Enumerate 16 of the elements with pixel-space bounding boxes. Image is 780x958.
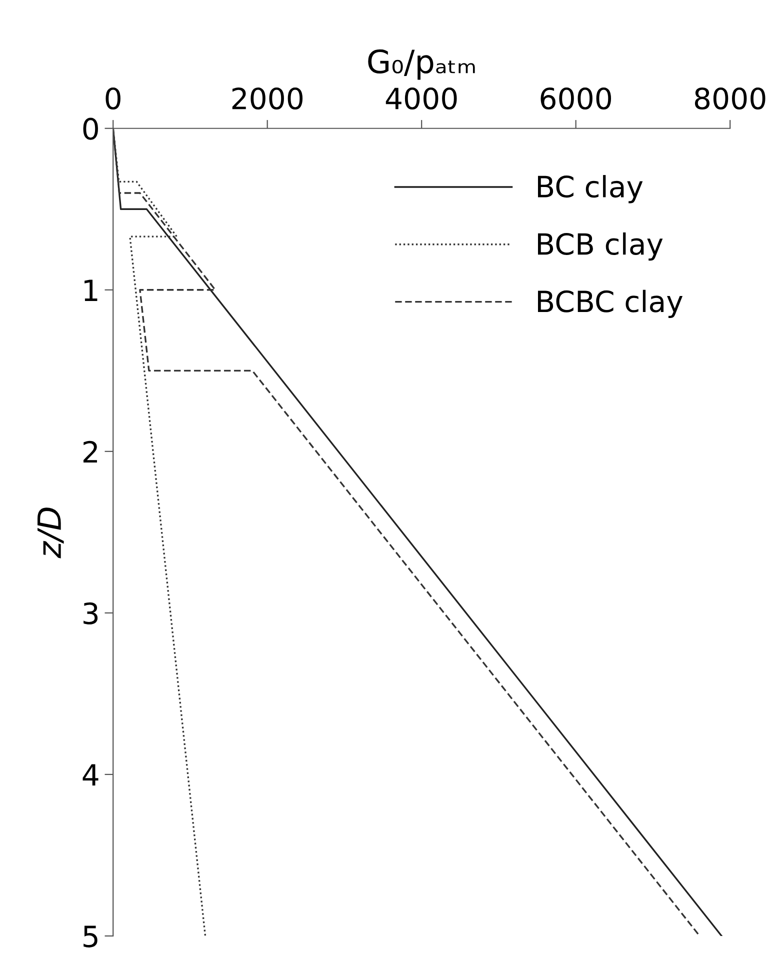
y-tick-label: 1	[84, 280, 98, 301]
y-axis-title: z/D	[38, 508, 64, 558]
x-tick-label: 2000	[232, 87, 303, 110]
x-tick-label: 8000	[694, 87, 766, 110]
y-tick-label: 2	[83, 440, 97, 462]
x-tick-label: 4000	[386, 87, 457, 110]
legend-label: BC clay	[538, 175, 643, 204]
y-tick-label: 4	[82, 764, 98, 786]
y-tick-label: 5	[84, 926, 98, 948]
legend-label: BCBC clay	[538, 290, 683, 318]
y-tick-label: 0	[83, 118, 98, 140]
y-tick-label: 3	[84, 602, 98, 624]
x-tick-label: 6000	[540, 87, 612, 110]
x-tick-label: 0	[106, 87, 120, 110]
legend-label: BCB clay	[538, 232, 663, 261]
x-axis-title: G₀/pₐₜₘ	[368, 49, 475, 80]
